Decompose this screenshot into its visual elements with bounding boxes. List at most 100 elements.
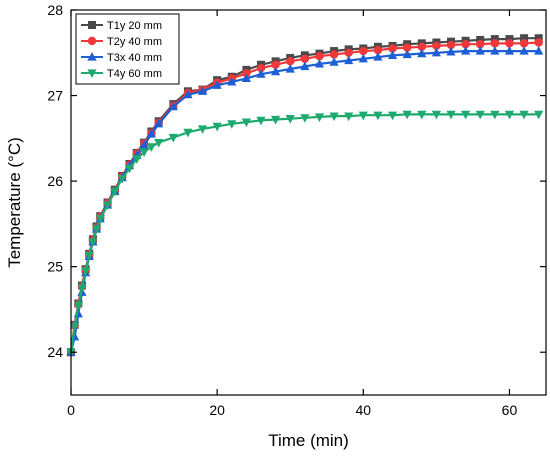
data-point — [88, 238, 98, 247]
data-point — [504, 110, 515, 120]
data-point — [402, 43, 412, 52]
legend-label: T1y 20 mm — [107, 20, 162, 32]
data-point — [183, 89, 193, 99]
data-point — [358, 53, 368, 63]
data-point — [77, 284, 87, 294]
axis-ticks: 0 20 40 60 24 25 26 27 28 — [47, 2, 546, 418]
data-point — [519, 110, 529, 120]
y-tick-label: 25 — [47, 259, 63, 275]
x-tick-label: 20 — [209, 402, 225, 418]
data-point — [241, 73, 251, 83]
data-point — [256, 116, 266, 126]
data-point — [359, 46, 368, 56]
data-point — [227, 120, 237, 129]
data-point — [132, 155, 142, 164]
legend-item: T2y 40 mm — [81, 36, 162, 48]
data-point — [91, 225, 102, 235]
data-point — [84, 251, 94, 261]
legend-item: T1y 20 mm — [81, 20, 162, 32]
y-axis-title: Temperature (°C) — [5, 137, 24, 268]
data-point — [139, 140, 149, 149]
data-point — [315, 52, 324, 61]
legend-item: T4y 60 mm — [81, 68, 162, 80]
data-point — [475, 46, 485, 55]
data-point — [212, 122, 222, 132]
data-point — [242, 69, 251, 78]
data-point — [314, 58, 325, 68]
data-point — [461, 46, 471, 55]
data-point — [241, 118, 251, 128]
series-4 — [66, 110, 544, 358]
data-point — [154, 118, 164, 128]
data-point — [519, 46, 529, 55]
data-point — [431, 47, 441, 57]
y-tick-label: 28 — [47, 2, 63, 18]
data-point — [286, 57, 295, 66]
data-point — [168, 133, 178, 143]
data-point — [81, 267, 91, 276]
data-point — [154, 139, 164, 148]
data-point — [197, 125, 208, 134]
data-point — [387, 111, 398, 121]
data-point — [146, 143, 156, 152]
plot-frame — [70, 9, 547, 396]
x-axis-title: Time (min) — [268, 431, 349, 450]
data-point — [519, 39, 529, 48]
data-point — [490, 35, 499, 44]
data-point — [534, 38, 543, 47]
data-point — [271, 115, 281, 125]
data-point — [461, 40, 470, 49]
data-point — [124, 164, 135, 174]
data-point — [300, 61, 310, 71]
legend: T1y 20 mm T2y 40 mm T3x 40 mm T4y 60 mm — [75, 13, 180, 85]
data-point — [505, 35, 514, 44]
legend-label: T4y 60 mm — [107, 68, 162, 80]
data-point — [300, 114, 310, 123]
data-point — [344, 48, 353, 57]
data-point — [388, 44, 397, 53]
data-point — [271, 66, 281, 76]
data-point — [402, 110, 412, 120]
data-point — [373, 111, 383, 121]
data-point — [146, 129, 156, 138]
data-point — [358, 111, 368, 121]
y-tick-label: 24 — [47, 344, 63, 360]
data-point — [329, 112, 339, 122]
legend-marker — [87, 52, 97, 61]
x-tick-label: 60 — [502, 402, 518, 418]
data-point — [373, 46, 383, 55]
data-point — [431, 110, 441, 120]
data-point — [329, 50, 339, 59]
data-point — [476, 40, 485, 49]
data-point — [300, 54, 310, 63]
y-tick-label: 27 — [47, 88, 63, 104]
data-point — [139, 148, 149, 158]
data-point — [256, 63, 266, 73]
legend-item: T3x 40 mm — [81, 52, 162, 64]
data-point — [417, 110, 427, 120]
data-point — [197, 86, 208, 95]
data-point — [417, 42, 426, 51]
data-point — [432, 41, 441, 51]
data-point — [212, 80, 222, 89]
data-point — [102, 201, 113, 211]
data-point — [344, 55, 354, 65]
data-point — [490, 46, 500, 55]
data-point — [446, 40, 456, 50]
data-point — [476, 35, 485, 44]
data-point — [387, 50, 398, 59]
x-tick-label: 40 — [356, 402, 372, 418]
data-point — [110, 187, 120, 197]
data-point — [95, 215, 105, 224]
data-point — [417, 48, 427, 58]
data-point — [271, 60, 280, 69]
data-point — [329, 57, 339, 66]
data-point — [344, 112, 354, 122]
data-point — [534, 34, 543, 43]
data-point — [73, 302, 83, 312]
legend-marker — [87, 69, 97, 78]
data-point — [520, 34, 529, 43]
data-point — [505, 39, 514, 48]
data-point — [70, 322, 80, 332]
data-point — [373, 52, 383, 61]
